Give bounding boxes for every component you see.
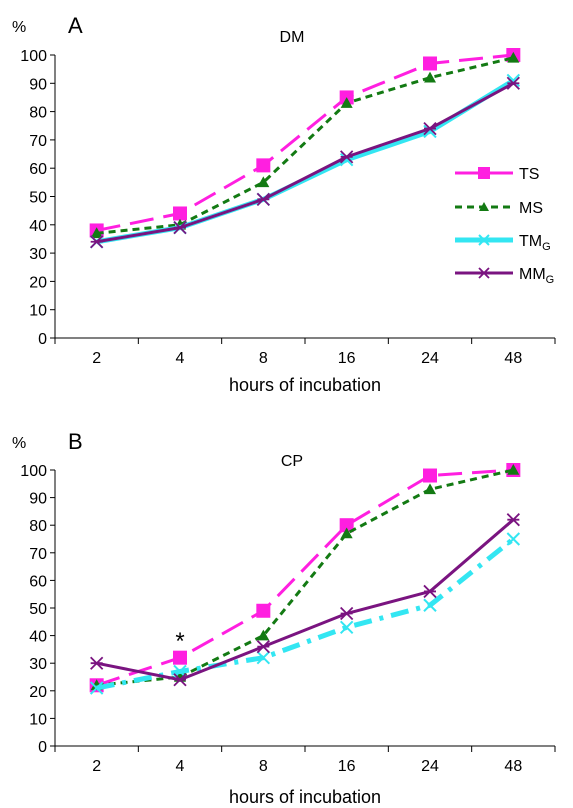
x-tick-label: 4 [176,758,185,775]
legend-label-tmg: TMG [519,233,551,253]
data-point-mmg [256,192,270,206]
y-tick-label: 20 [29,274,47,291]
data-point-ms [340,97,353,108]
y-tick-label: 80 [29,518,47,535]
chart-title: CP [281,453,303,470]
x-axis-label: hours of incubation [229,787,381,807]
data-point-ts [256,603,271,618]
x-tick-label: 16 [338,350,356,367]
data-point-tmg [506,532,521,546]
data-point-mmg [340,606,354,621]
data-point-mmg [340,150,354,164]
series-line-ms [96,468,514,687]
data-point-mmg [506,76,520,90]
y-tick-label: 60 [29,573,47,590]
data-point-ts [423,56,437,71]
y-tick-label: 0 [38,739,47,756]
data-point-tmg [256,650,271,665]
data-point-ms [424,71,436,83]
x-tick-label: 24 [421,350,439,367]
data-point-ms [507,464,520,475]
legend-marker-ts [478,167,490,179]
y-tick-label: 60 [29,161,47,178]
data-point-ms [507,51,520,63]
data-point-ts [339,518,354,533]
legend-marker-mmg [478,267,490,279]
y-tick-label: 90 [29,76,47,93]
series-line-tmg [96,537,515,691]
x-tick-label: 8 [259,758,268,775]
y-tick-label: 90 [29,491,47,508]
y-tick-label: 10 [29,711,47,728]
y-tick-label: 50 [29,190,47,207]
data-point-mmg [90,235,104,249]
data-point-ms [257,629,270,641]
x-tick-label: 16 [338,758,356,775]
data-point-mmg [173,220,187,235]
y-tick-label: 100 [20,48,47,65]
y-tick-label: 40 [29,629,47,646]
legend-label-mmg: MMG [519,266,554,286]
data-point-mmg [423,584,437,599]
y-tick-label: 70 [29,133,47,150]
x-tick-label: 48 [504,758,522,775]
data-point-ms [424,483,436,495]
data-point-mmg [256,640,270,654]
y-tick-label: 50 [29,601,47,618]
y-tick-label: 10 [29,303,47,320]
data-point-ts [173,650,187,665]
chart-title: DM [280,29,305,46]
panel-letter: A [68,13,83,38]
y-tick-label: 100 [20,463,47,480]
x-tick-label: 2 [92,350,101,367]
y-tick-label: 30 [29,656,47,673]
y-tick-label: 0 [38,331,47,348]
legend-label-ms: MS [519,200,543,217]
data-point-tmg [423,598,437,612]
data-point-ts [173,206,187,221]
data-point-ms [340,527,353,539]
data-point-tmg [339,620,354,635]
panel-letter: B [68,429,83,454]
y-axis-label: % [12,19,26,36]
x-tick-label: 24 [421,758,439,775]
legend-label-ts: TS [519,166,539,183]
legend-marker-ms [479,202,489,211]
y-tick-label: 40 [29,218,47,235]
series-line-ts [96,468,514,687]
data-point-mmg [506,513,520,527]
x-axis-label: hours of incubation [229,375,381,395]
legend-marker-tmg [478,234,490,246]
series-line-ts [96,53,514,232]
y-tick-label: 30 [29,246,47,263]
data-point-ts [256,158,271,173]
x-tick-label: 4 [176,350,185,367]
y-tick-label: 80 [29,105,47,122]
x-tick-label: 2 [92,758,101,775]
y-axis-label: % [12,435,26,452]
data-point-mmg [173,673,187,687]
x-tick-label: 8 [259,350,268,367]
series-line-mmg [96,81,515,244]
series-line-ms [96,56,514,235]
annotation-asterisk: * [175,628,184,655]
data-point-mmg [90,656,104,670]
series-line-mmg [96,518,515,682]
data-point-ms [257,176,270,188]
series-line-tmg [96,78,515,245]
y-tick-label: 20 [29,684,47,701]
data-point-ms [90,227,103,239]
data-point-ts [423,468,437,483]
x-tick-label: 48 [504,350,522,367]
legend: TS MS TMG MMG [455,166,554,286]
y-tick-label: 70 [29,546,47,563]
data-point-tmg [89,681,104,695]
data-point-mmg [423,121,437,136]
